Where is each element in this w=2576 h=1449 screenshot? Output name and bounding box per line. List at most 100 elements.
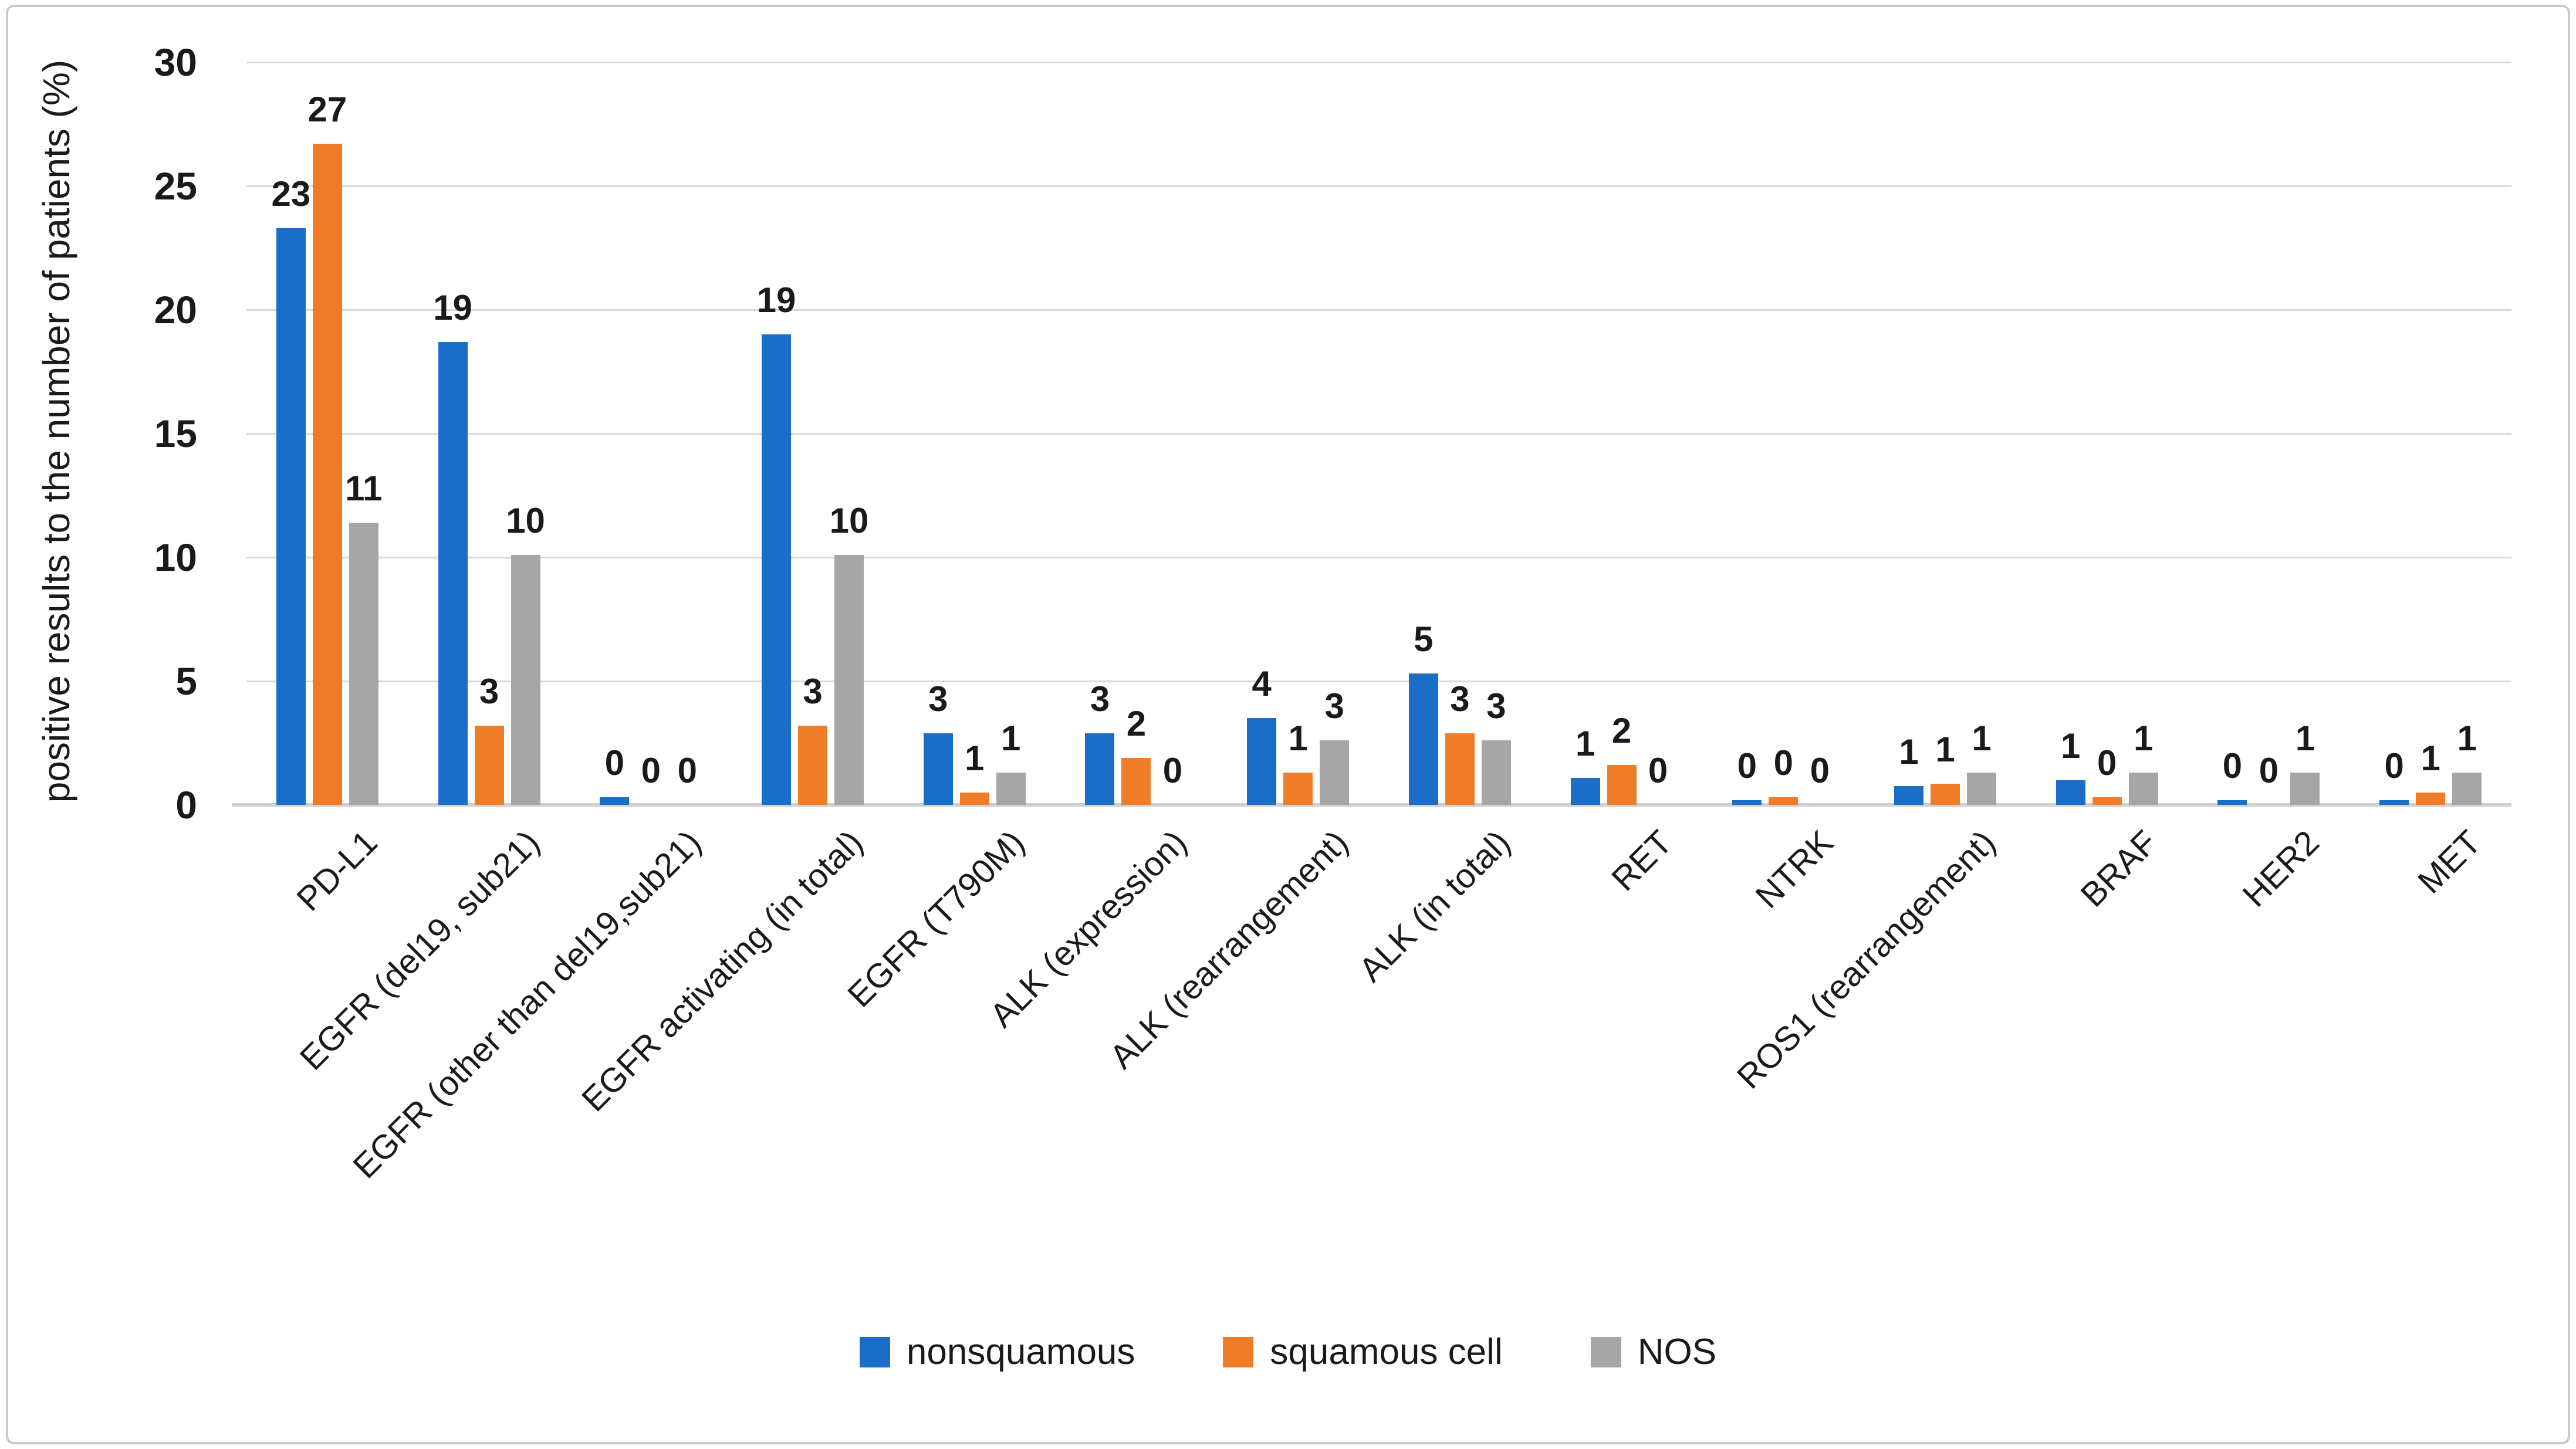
bar-value-label: 0 bbox=[2097, 743, 2117, 783]
bar-value-label: 0 bbox=[1162, 751, 1183, 790]
bar bbox=[798, 726, 827, 805]
bar-value-label: 0 bbox=[2222, 746, 2243, 786]
bar bbox=[276, 228, 306, 805]
bar bbox=[2128, 773, 2158, 805]
bar-value-label: 4 bbox=[1252, 664, 1272, 703]
y-tick-label: 0 bbox=[175, 783, 197, 827]
bar-value-label: 0 bbox=[2259, 751, 2279, 790]
legend-item: nonsquamous bbox=[859, 1332, 1135, 1372]
bar bbox=[996, 773, 1026, 805]
bar bbox=[2217, 800, 2247, 805]
bar bbox=[1769, 797, 1799, 805]
bar-value-label: 3 bbox=[1090, 679, 1110, 719]
bar bbox=[1967, 773, 1996, 805]
bar-value-label: 3 bbox=[1324, 686, 1344, 726]
legend-item: NOS bbox=[1590, 1332, 1717, 1372]
gridline bbox=[246, 185, 2511, 187]
bar-value-label: 1 bbox=[2457, 719, 2477, 758]
bar bbox=[1085, 733, 1115, 805]
bar bbox=[834, 555, 864, 805]
bar-value-label: 0 bbox=[1737, 746, 1757, 786]
legend-label: NOS bbox=[1637, 1332, 1717, 1372]
legend-label: nonsquamous bbox=[906, 1332, 1135, 1372]
bar-value-label: 10 bbox=[506, 501, 545, 540]
bar bbox=[600, 797, 630, 805]
bar-value-label: 1 bbox=[1288, 719, 1308, 758]
bar bbox=[923, 733, 953, 805]
legend-swatch bbox=[1590, 1337, 1621, 1367]
bar-value-label: 11 bbox=[345, 469, 383, 508]
bar-value-label: 0 bbox=[1773, 743, 1793, 783]
bar-value-label: 1 bbox=[1575, 724, 1595, 763]
bar-value-label: 0 bbox=[641, 751, 661, 790]
y-tick-label: 10 bbox=[154, 536, 197, 579]
bar bbox=[474, 726, 504, 805]
bar-value-label: 23 bbox=[271, 174, 311, 214]
bar-value-label: 27 bbox=[307, 90, 347, 129]
y-tick-label: 20 bbox=[154, 288, 197, 331]
gridline bbox=[246, 556, 2511, 558]
bar bbox=[1607, 765, 1637, 805]
bar bbox=[1481, 740, 1511, 805]
x-axis-line bbox=[232, 803, 2511, 807]
bar-value-label: 0 bbox=[1648, 751, 1668, 790]
bar bbox=[1408, 673, 1438, 805]
legend-item: squamous cell bbox=[1223, 1332, 1503, 1372]
bar bbox=[2379, 800, 2409, 805]
bar-value-label: 3 bbox=[928, 679, 948, 719]
legend-label: squamous cell bbox=[1270, 1332, 1503, 1372]
bar-value-label: 1 bbox=[2134, 719, 2154, 758]
bar-value-label: 0 bbox=[604, 743, 624, 783]
gridline bbox=[246, 61, 2511, 63]
bar-value-label: 0 bbox=[2384, 746, 2404, 786]
y-tick-label: 5 bbox=[175, 659, 197, 703]
bar-value-label: 1 bbox=[965, 739, 985, 778]
legend-swatch bbox=[859, 1337, 890, 1367]
bar bbox=[312, 144, 342, 805]
bar bbox=[2416, 793, 2446, 805]
bar bbox=[762, 334, 791, 805]
bar-value-label: 3 bbox=[479, 672, 499, 711]
bar-value-label: 19 bbox=[756, 280, 796, 320]
bar bbox=[438, 342, 468, 805]
bar-value-label: 0 bbox=[677, 751, 697, 790]
y-tick-label: 15 bbox=[154, 412, 197, 455]
legend-swatch bbox=[1223, 1337, 1254, 1367]
bar-value-label: 3 bbox=[803, 672, 823, 711]
bar bbox=[1320, 740, 1350, 805]
bar bbox=[1121, 758, 1151, 805]
bar-value-label: 1 bbox=[2295, 719, 2315, 758]
bar-value-label: 0 bbox=[1810, 751, 1830, 790]
bar bbox=[1732, 800, 1762, 805]
bar bbox=[1894, 786, 1923, 805]
bar-value-label: 2 bbox=[1611, 711, 1632, 750]
bar bbox=[959, 793, 989, 805]
bar-value-label: 2 bbox=[1126, 704, 1147, 743]
figure-border-frame bbox=[6, 5, 2570, 1444]
chart-legend: nonsquamous squamous cell NOS bbox=[0, 1334, 2576, 1370]
bar bbox=[511, 555, 540, 805]
bar-value-label: 1 bbox=[1935, 730, 1955, 769]
bar-value-label: 1 bbox=[1972, 719, 1992, 758]
y-tick-label: 30 bbox=[154, 40, 197, 84]
bar-value-label: 1 bbox=[1899, 732, 1919, 771]
bar-value-label: 5 bbox=[1414, 619, 1434, 659]
bar bbox=[2452, 773, 2482, 805]
bar-value-label: 10 bbox=[829, 501, 869, 540]
bar-value-label: 1 bbox=[2421, 739, 2440, 778]
bar-value-label: 19 bbox=[433, 288, 472, 327]
gridline bbox=[246, 680, 2511, 682]
bar bbox=[2092, 797, 2122, 805]
bar bbox=[2290, 773, 2320, 805]
bar-value-label: 1 bbox=[2061, 726, 2081, 766]
bar bbox=[1570, 778, 1600, 805]
bar bbox=[2056, 780, 2085, 805]
gridline bbox=[246, 432, 2511, 435]
bar bbox=[1283, 773, 1313, 805]
gridline bbox=[246, 309, 2511, 311]
y-tick-label: 25 bbox=[154, 164, 197, 208]
bar bbox=[1931, 784, 1960, 805]
bar-value-label: 3 bbox=[1450, 679, 1470, 719]
bar bbox=[1247, 718, 1277, 805]
bar-value-label: 1 bbox=[1001, 719, 1021, 758]
